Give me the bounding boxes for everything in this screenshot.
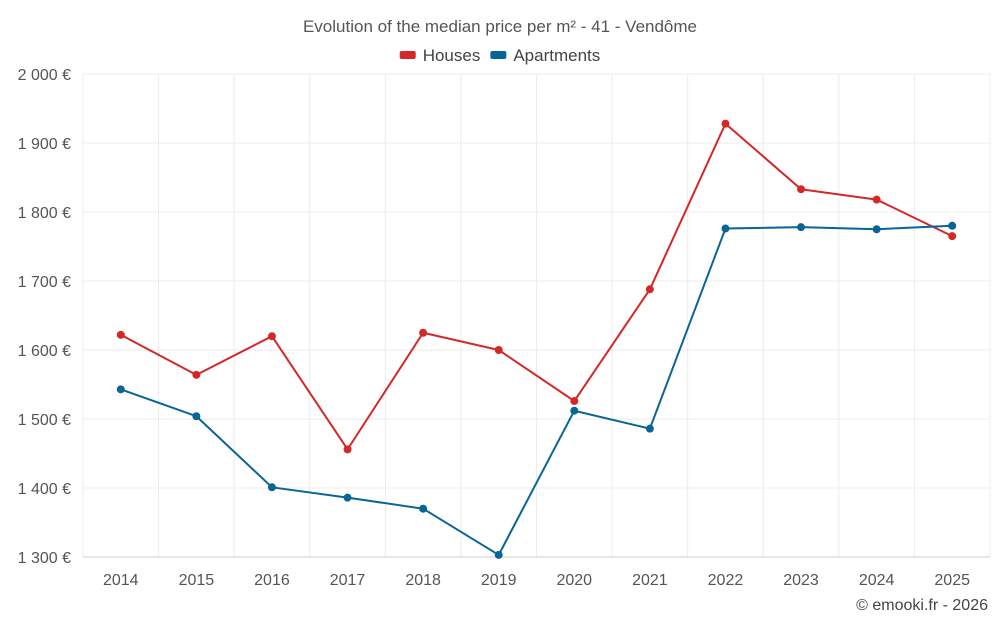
- x-tick-label: 2019: [481, 572, 517, 589]
- data-point-apartments: [872, 225, 881, 234]
- data-point-houses: [645, 285, 654, 294]
- chart-series: [116, 119, 957, 559]
- legend-swatch: [399, 51, 416, 59]
- y-tick-label: 1 500 €: [18, 412, 71, 429]
- y-tick-label: 2 000 €: [18, 67, 71, 84]
- x-axis: 2014 2015 2016 2017 2018 2019 2020 2021 2022 2023…: [103, 572, 970, 589]
- y-tick-label: 1 300 €: [18, 550, 71, 567]
- data-point-houses: [116, 330, 125, 339]
- y-tick-label: 1 600 €: [18, 343, 71, 360]
- chart-legend: Houses Apartments: [399, 46, 600, 65]
- data-point-apartments: [645, 424, 654, 433]
- legend-item-apartments[interactable]: Apartments: [490, 46, 600, 65]
- y-tick-label: 1 900 €: [18, 136, 71, 153]
- legend-label: Houses: [423, 46, 481, 65]
- x-tick-label: 2015: [179, 572, 215, 589]
- data-point-apartments: [948, 221, 957, 230]
- data-point-houses: [721, 119, 730, 128]
- legend-label: Apartments: [513, 46, 600, 65]
- legend-swatch: [490, 51, 507, 59]
- chart-title: Evolution of the median price per m² - 4…: [303, 17, 697, 36]
- data-point-apartments: [570, 406, 579, 415]
- data-point-apartments: [267, 483, 276, 492]
- data-point-houses: [494, 346, 503, 354]
- x-tick-label: 2024: [859, 572, 895, 589]
- data-point-houses: [948, 232, 957, 241]
- series-line-apartments: [120, 224, 953, 556]
- chart-grid: [82, 73, 991, 558]
- data-point-apartments: [192, 412, 201, 421]
- x-tick-label: 2016: [254, 572, 290, 589]
- data-point-houses: [570, 397, 579, 406]
- data-point-houses: [267, 332, 276, 341]
- data-point-houses: [192, 370, 201, 379]
- x-tick-label: 2020: [556, 572, 592, 589]
- x-tick-label: 2014: [103, 572, 139, 589]
- x-tick-label: 2017: [330, 572, 366, 589]
- y-tick-label: 1 400 €: [18, 481, 71, 498]
- y-axis: 1 300 € 1 400 € 1 500 € 1 600 € 1 700 € 1 800…: [18, 67, 71, 567]
- legend-item-houses[interactable]: Houses: [399, 46, 481, 65]
- data-point-houses: [419, 328, 428, 337]
- chart-credit: © emooki.fr - 2026: [856, 597, 988, 614]
- series-line-houses: [120, 122, 953, 451]
- x-tick-label: 2022: [708, 572, 744, 589]
- data-point-apartments: [494, 550, 503, 559]
- x-tick-label: 2021: [632, 572, 668, 589]
- data-point-apartments: [116, 385, 125, 394]
- x-tick-label: 2023: [783, 572, 819, 589]
- x-tick-label: 2025: [934, 572, 970, 589]
- data-point-houses: [872, 195, 881, 204]
- data-point-apartments: [419, 504, 428, 513]
- data-point-houses: [797, 185, 806, 194]
- data-point-apartments: [343, 493, 352, 502]
- y-tick-label: 1 800 €: [18, 205, 71, 222]
- y-tick-label: 1 700 €: [18, 274, 71, 291]
- data-point-houses: [343, 445, 352, 454]
- x-tick-label: 2018: [405, 572, 441, 589]
- data-point-apartments: [797, 223, 806, 232]
- data-point-apartments: [721, 224, 730, 233]
